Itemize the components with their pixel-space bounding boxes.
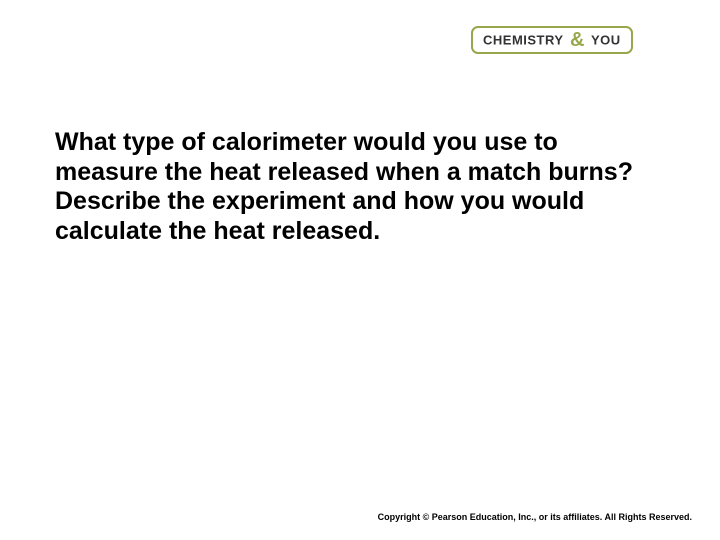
badge-ampersand: & [570, 29, 584, 51]
copyright-text: Copyright © Pearson Education, Inc., or … [378, 512, 692, 522]
badge-chemistry-text: CHEMISTRY [483, 33, 564, 48]
badge-pill: CHEMISTRY & YOU [471, 26, 633, 54]
question-text: What type of calorimeter would you use t… [55, 128, 665, 246]
header-badge: CHEMISTRY & YOU [471, 26, 633, 54]
badge-you-text: YOU [591, 33, 621, 48]
